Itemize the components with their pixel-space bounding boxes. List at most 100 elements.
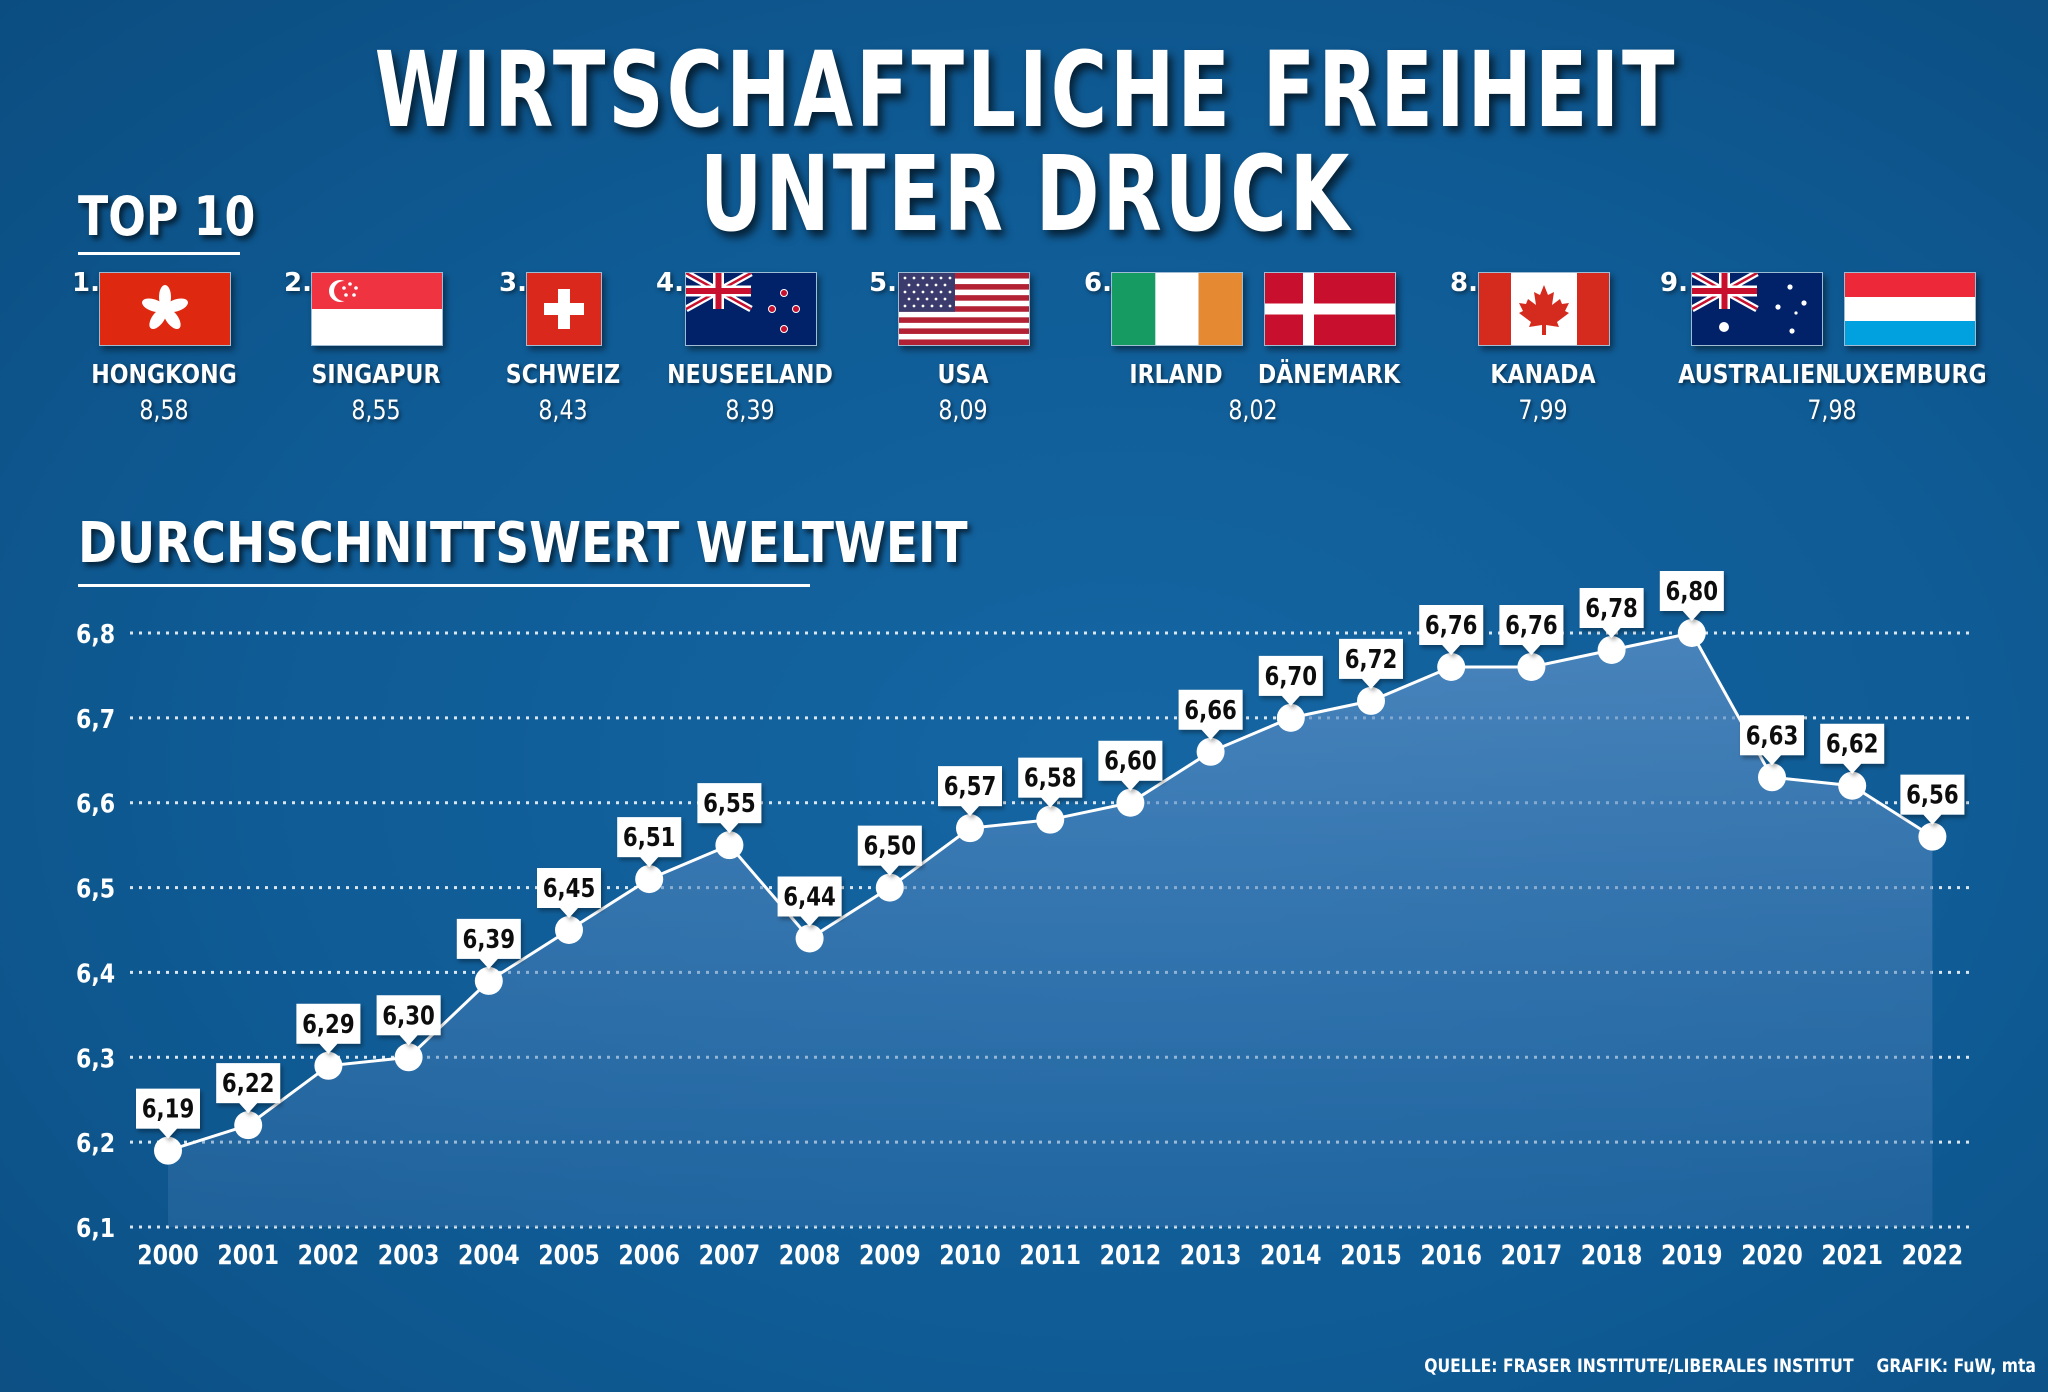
- area-fill: [168, 633, 1933, 1227]
- score-australien-luxemburg: 7,98: [1807, 395, 1857, 426]
- data-point: [1276, 703, 1305, 732]
- y-tick-label: 6,4: [76, 959, 115, 989]
- data-label-text: 6,57: [944, 771, 997, 802]
- x-tick-label: 2011: [1019, 1239, 1081, 1271]
- data-label: 6,44: [777, 876, 842, 927]
- data-label: 6,19: [136, 1088, 200, 1139]
- data-label-text: 6,76: [1425, 610, 1478, 641]
- data-label-text: 6,51: [623, 822, 676, 853]
- data-label-text: 6,72: [1345, 644, 1398, 675]
- rank-number-1: 1.: [72, 268, 100, 298]
- data-label-box: [296, 1003, 361, 1054]
- data-point: [1838, 771, 1867, 800]
- data-point: [1036, 805, 1065, 834]
- rank-number-5: 5.: [869, 268, 897, 298]
- data-label-box: [456, 918, 521, 969]
- x-tick-label: 2013: [1180, 1239, 1242, 1271]
- data-label-box: [1098, 740, 1163, 791]
- data-label-text: 6,66: [1184, 695, 1237, 726]
- country-name-luxemburg: LUXEMBURG: [1831, 360, 1987, 390]
- singapur-flag: [311, 272, 443, 346]
- x-tick-label: 2016: [1420, 1239, 1482, 1271]
- data-label-box: [1740, 715, 1804, 766]
- score-singapur: 8,55: [351, 395, 401, 426]
- x-tick-label: 2000: [137, 1239, 199, 1271]
- data-point: [1677, 619, 1706, 647]
- x-tick-label: 2008: [779, 1239, 841, 1271]
- data-point: [154, 1136, 182, 1165]
- country-name-usa: USA: [937, 360, 989, 390]
- data-point: [875, 873, 904, 902]
- data-label-text: 6,78: [1585, 593, 1638, 624]
- data-label-text: 6,55: [703, 788, 756, 819]
- x-tick-label: 2017: [1501, 1239, 1563, 1271]
- score-schweiz: 8,43: [538, 395, 588, 426]
- y-tick-label: 6,8: [76, 619, 115, 649]
- y-tick-label: 6,2: [76, 1128, 115, 1158]
- data-label-text: 6,76: [1505, 610, 1558, 641]
- credit-text: GRAFIK: FuW, mta: [1876, 1355, 2036, 1377]
- australien-flag: [1691, 272, 1823, 346]
- data-label: 6,29: [296, 1003, 361, 1054]
- data-label: 6,78: [1579, 587, 1644, 638]
- x-tick-label: 2005: [538, 1239, 600, 1271]
- country-name-australien: AUSTRALIEN: [1678, 360, 1834, 390]
- x-tick-label: 2001: [217, 1239, 279, 1271]
- data-label-box: [1900, 774, 1965, 825]
- x-tick-label: 2004: [458, 1239, 520, 1271]
- data-label-box: [1499, 604, 1564, 655]
- data-label-box: [617, 817, 682, 868]
- kanada-flag: [1478, 272, 1610, 346]
- y-tick-label: 6,6: [76, 789, 115, 819]
- data-label-text: 6,19: [142, 1094, 195, 1125]
- data-label: 6,80: [1659, 571, 1724, 621]
- data-label-text: 6,60: [1104, 746, 1157, 777]
- x-tick-label: 2022: [1902, 1239, 1964, 1271]
- data-label: 6,76: [1499, 604, 1564, 655]
- daenemark-flag: [1264, 272, 1396, 346]
- irland-flag: [1111, 272, 1243, 346]
- data-point: [795, 924, 824, 953]
- data-point: [234, 1111, 263, 1140]
- data-label-text: 6,29: [302, 1009, 355, 1040]
- data-point: [314, 1051, 343, 1080]
- data-label: 6,63: [1740, 715, 1804, 766]
- data-label: 6,62: [1820, 723, 1885, 774]
- data-label: 6,56: [1900, 774, 1965, 825]
- y-tick-label: 6,1: [76, 1213, 115, 1243]
- country-name-kanada: KANADA: [1490, 360, 1596, 390]
- data-label-box: [136, 1088, 200, 1139]
- country-name-daenemark: DÄNEMARK: [1257, 360, 1401, 390]
- data-label-box: [938, 766, 1002, 817]
- data-label: 6,72: [1339, 638, 1403, 689]
- data-point: [635, 865, 664, 894]
- data-label-text: 6,62: [1826, 729, 1879, 760]
- score-kanada: 7,99: [1518, 395, 1568, 426]
- x-tick-label: 2021: [1821, 1239, 1883, 1271]
- source-footer: QUELLE: FRASER INSTITUTE/LIBERALES INSTI…: [1424, 1357, 2036, 1376]
- score-neuseeland: 8,39: [725, 395, 775, 426]
- data-label: 6,22: [216, 1063, 281, 1114]
- hongkong-flag: [99, 272, 231, 346]
- data-point: [1758, 763, 1786, 792]
- x-tick-label: 2007: [699, 1239, 761, 1271]
- chart-title: DURCHSCHNITTSWERT WELTWEIT: [78, 511, 968, 576]
- data-label-box: [697, 783, 762, 834]
- data-label-box: [216, 1063, 281, 1114]
- country-name-hongkong: HONGKONG: [91, 360, 237, 390]
- usa-flag: [898, 272, 1030, 346]
- data-point: [1116, 788, 1145, 817]
- data-point: [1918, 822, 1947, 851]
- rank-number-2: 2.: [284, 268, 312, 298]
- data-label-box: [1018, 757, 1083, 808]
- schweiz-flag: [526, 272, 602, 346]
- rank-number-6: 6.: [1084, 268, 1112, 298]
- rank-number-4: 4.: [656, 268, 684, 298]
- y-tick-label: 6,7: [76, 704, 115, 734]
- score-hongkong: 8,58: [139, 395, 189, 426]
- main-title: WIRTSCHAFTLICHE FREIHEIT UNTER DRUCK: [374, 29, 1678, 255]
- data-label: 6,76: [1419, 604, 1484, 655]
- data-label-text: 6,30: [382, 1000, 435, 1031]
- data-label: 6,66: [1178, 689, 1243, 740]
